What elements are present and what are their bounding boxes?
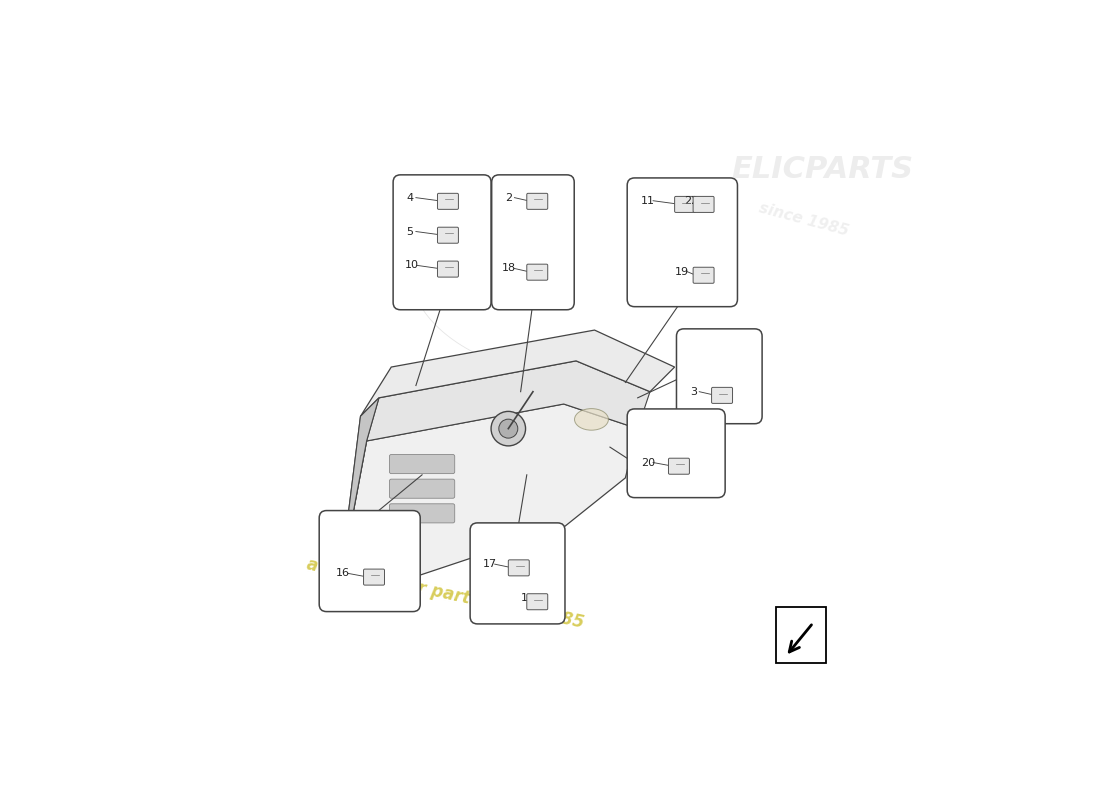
FancyBboxPatch shape (508, 560, 529, 576)
Polygon shape (342, 398, 378, 564)
FancyBboxPatch shape (669, 458, 690, 474)
Polygon shape (361, 330, 674, 416)
Text: since 1985: since 1985 (758, 200, 850, 238)
FancyBboxPatch shape (438, 227, 459, 243)
FancyBboxPatch shape (389, 479, 454, 498)
FancyBboxPatch shape (527, 594, 548, 610)
FancyBboxPatch shape (693, 267, 714, 283)
Text: 18: 18 (502, 263, 516, 274)
Text: 16: 16 (336, 568, 350, 578)
FancyBboxPatch shape (470, 523, 565, 624)
FancyBboxPatch shape (492, 175, 574, 310)
Text: 17: 17 (483, 559, 496, 569)
Text: 2: 2 (505, 193, 513, 202)
FancyBboxPatch shape (438, 261, 459, 277)
Text: 5: 5 (407, 226, 414, 237)
Polygon shape (366, 361, 650, 441)
Text: 19: 19 (674, 266, 689, 277)
FancyBboxPatch shape (393, 175, 491, 310)
Text: 22: 22 (684, 196, 699, 206)
FancyBboxPatch shape (527, 264, 548, 280)
Text: ELICPARTS: ELICPARTS (732, 155, 913, 185)
Text: a passion for parts since 1985: a passion for parts since 1985 (305, 555, 585, 632)
Text: 11: 11 (640, 196, 654, 206)
Polygon shape (342, 404, 638, 577)
FancyBboxPatch shape (389, 454, 454, 474)
Text: 1: 1 (520, 593, 528, 603)
FancyBboxPatch shape (712, 387, 733, 403)
FancyBboxPatch shape (527, 194, 548, 210)
Circle shape (498, 419, 518, 438)
Text: 3: 3 (690, 386, 697, 397)
FancyBboxPatch shape (627, 409, 725, 498)
Text: 4: 4 (407, 193, 414, 202)
FancyBboxPatch shape (627, 178, 737, 306)
FancyBboxPatch shape (389, 504, 454, 523)
Circle shape (491, 411, 526, 446)
Polygon shape (342, 398, 378, 564)
Text: 20: 20 (640, 458, 654, 467)
FancyBboxPatch shape (674, 197, 695, 213)
FancyBboxPatch shape (676, 329, 762, 424)
Text: 10: 10 (405, 261, 419, 270)
FancyBboxPatch shape (438, 194, 459, 210)
Ellipse shape (574, 409, 608, 430)
FancyBboxPatch shape (693, 197, 714, 213)
FancyBboxPatch shape (363, 569, 385, 585)
FancyBboxPatch shape (319, 510, 420, 611)
